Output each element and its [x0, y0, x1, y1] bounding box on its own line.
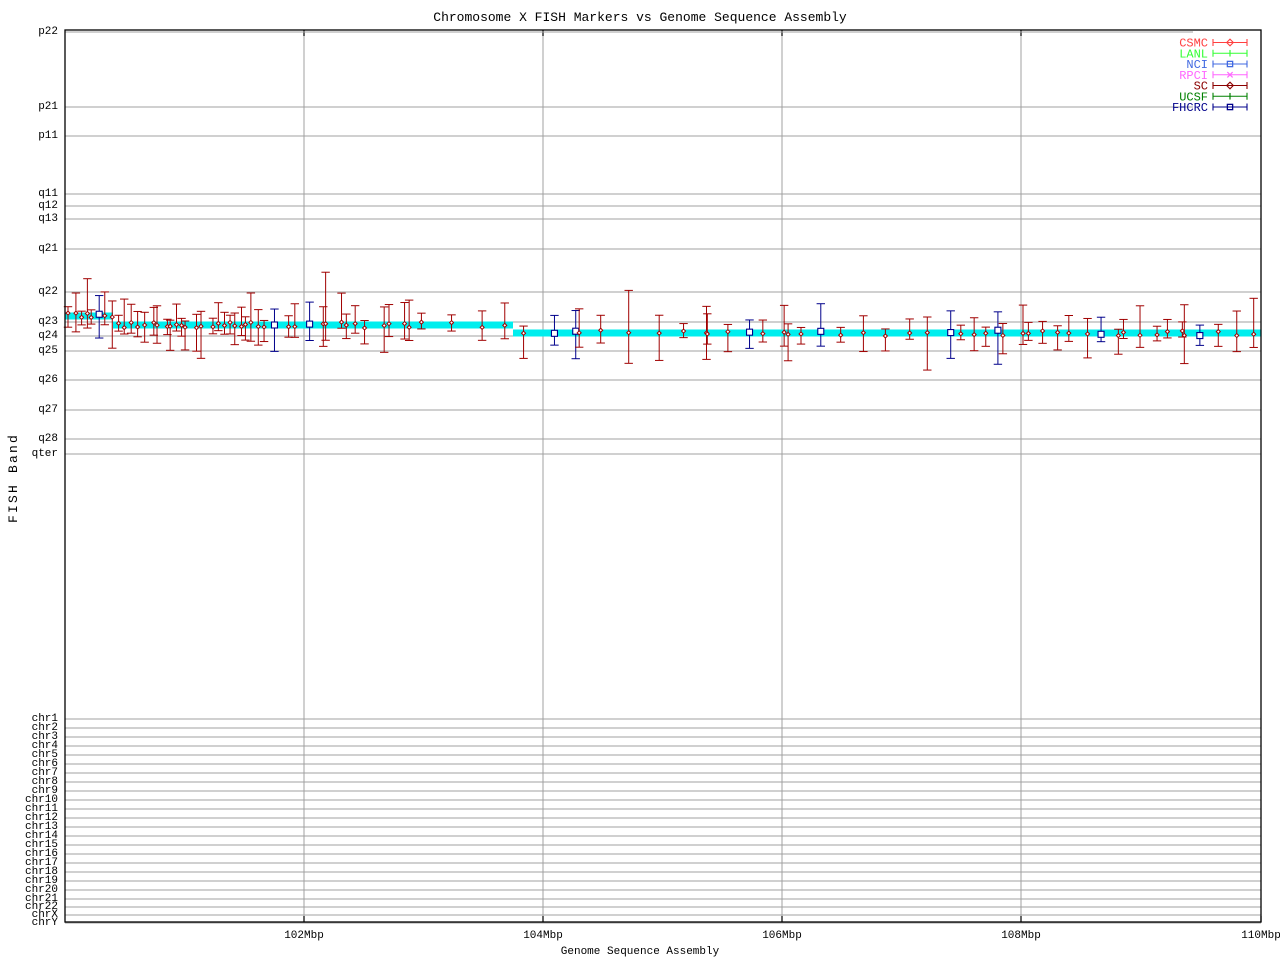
svg-text:FHCRC: FHCRC — [1172, 101, 1208, 115]
